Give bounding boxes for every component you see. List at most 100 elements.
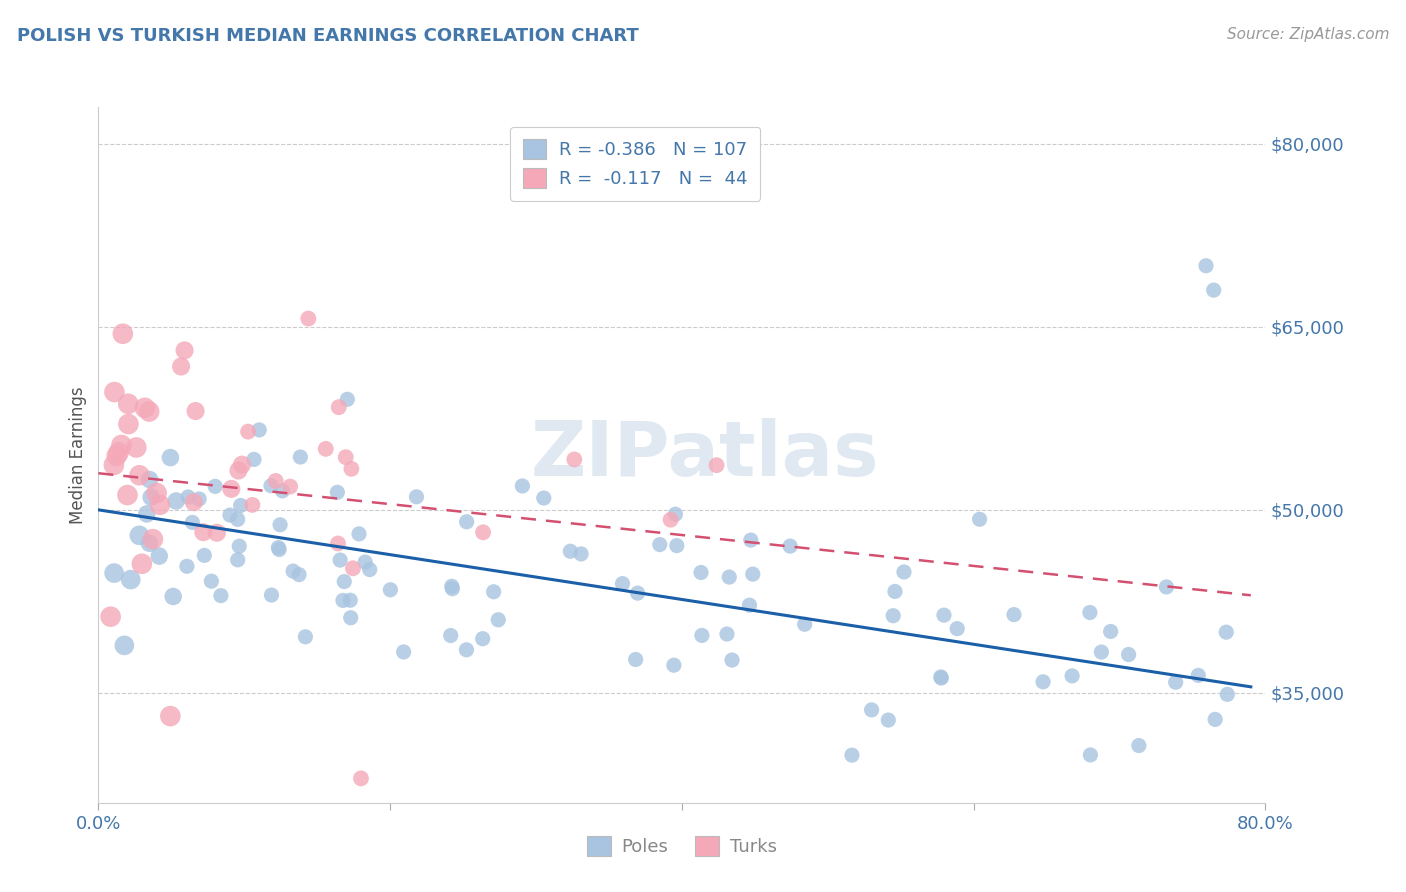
Text: Source: ZipAtlas.com: Source: ZipAtlas.com	[1226, 27, 1389, 42]
Point	[339, 593, 361, 607]
Point	[456, 515, 478, 529]
Point	[347, 526, 370, 541]
Point	[659, 513, 682, 527]
Point	[877, 713, 900, 727]
Point	[247, 423, 270, 437]
Point	[482, 584, 505, 599]
Point	[718, 570, 741, 584]
Point	[260, 479, 283, 493]
Point	[354, 555, 377, 569]
Point	[278, 479, 301, 493]
Point	[110, 438, 132, 452]
Y-axis label: Median Earnings: Median Earnings	[69, 386, 87, 524]
Point	[1204, 712, 1226, 726]
Point	[456, 642, 478, 657]
Point	[738, 598, 761, 612]
Point	[209, 589, 232, 603]
Point	[336, 392, 359, 407]
Point	[929, 671, 952, 685]
Point	[297, 311, 319, 326]
Point	[1202, 283, 1225, 297]
Point	[117, 488, 139, 502]
Point	[193, 549, 215, 563]
Point	[326, 485, 349, 500]
Point	[359, 562, 381, 576]
Point	[226, 553, 249, 567]
Point	[392, 645, 415, 659]
Point	[204, 479, 226, 493]
Point	[779, 539, 801, 553]
Point	[562, 452, 585, 467]
Point	[1078, 606, 1101, 620]
Point	[339, 611, 361, 625]
Point	[288, 567, 311, 582]
Point	[100, 609, 122, 624]
Point	[243, 452, 266, 467]
Point	[335, 450, 357, 465]
Point	[1128, 739, 1150, 753]
Point	[267, 541, 290, 555]
Point	[740, 533, 762, 547]
Point	[741, 567, 763, 582]
Point	[1195, 259, 1218, 273]
Point	[893, 565, 915, 579]
Point	[1215, 625, 1237, 640]
Point	[350, 772, 373, 786]
Point	[149, 498, 172, 512]
Point	[1099, 624, 1122, 639]
Text: POLISH VS TURKISH MEDIAN EARNINGS CORRELATION CHART: POLISH VS TURKISH MEDIAN EARNINGS CORREL…	[17, 27, 638, 45]
Point	[145, 486, 167, 500]
Point	[141, 490, 163, 504]
Point	[112, 639, 135, 653]
Point	[315, 442, 337, 456]
Point	[690, 628, 713, 642]
Point	[103, 385, 125, 400]
Point	[231, 458, 253, 472]
Point	[176, 559, 198, 574]
Point	[184, 404, 207, 418]
Point	[120, 573, 142, 587]
Point	[332, 593, 354, 607]
Point	[226, 512, 249, 526]
Point	[236, 425, 259, 439]
Point	[1062, 669, 1084, 683]
Point	[380, 582, 402, 597]
Point	[884, 584, 907, 599]
Point	[560, 544, 582, 558]
Point	[340, 462, 363, 476]
Point	[264, 474, 287, 488]
Point	[142, 532, 165, 546]
Point	[1032, 674, 1054, 689]
Point	[329, 553, 352, 567]
Point	[294, 630, 316, 644]
Point	[440, 579, 463, 593]
Point	[569, 547, 592, 561]
Point	[138, 404, 160, 418]
Point	[128, 468, 150, 483]
Point	[219, 508, 242, 522]
Point	[533, 491, 555, 505]
Point	[135, 507, 157, 521]
Point	[229, 499, 252, 513]
Point	[612, 576, 634, 591]
Point	[290, 450, 312, 464]
Point	[200, 574, 222, 589]
Point	[260, 588, 283, 602]
Point	[271, 483, 294, 498]
Point	[664, 507, 686, 521]
Point	[269, 517, 291, 532]
Text: ZIPatlas: ZIPatlas	[531, 418, 880, 491]
Point	[860, 703, 883, 717]
Point	[1002, 607, 1025, 622]
Point	[626, 586, 648, 600]
Point	[148, 549, 170, 563]
Point	[159, 709, 181, 723]
Point	[103, 566, 125, 580]
Point	[138, 473, 160, 487]
Point	[107, 445, 129, 459]
Point	[342, 561, 364, 575]
Point	[205, 525, 228, 540]
Point	[1216, 687, 1239, 701]
Point	[1080, 747, 1102, 762]
Point	[111, 326, 134, 341]
